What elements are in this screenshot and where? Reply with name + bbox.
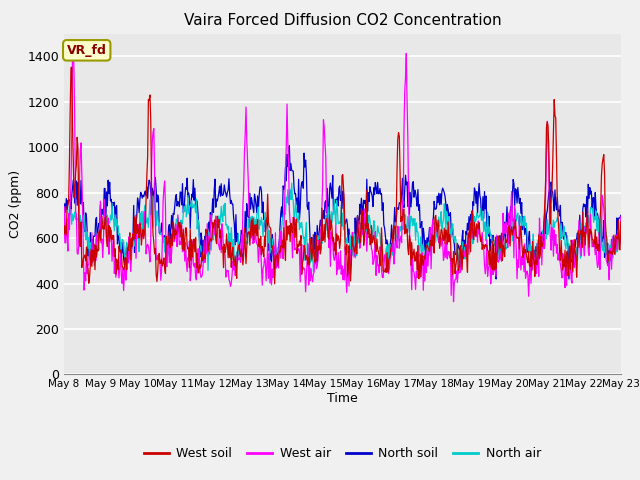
West soil xyxy=(412,257,419,263)
West air xyxy=(428,266,435,272)
West soil xyxy=(60,231,68,237)
Line: North soil: North soil xyxy=(64,146,621,279)
Line: West soil: West soil xyxy=(64,67,621,284)
North air xyxy=(428,226,436,232)
North air xyxy=(617,233,625,239)
Y-axis label: CO2 (ppm): CO2 (ppm) xyxy=(9,170,22,238)
North soil xyxy=(492,276,500,282)
Line: West air: West air xyxy=(64,45,621,302)
West air xyxy=(214,241,222,247)
Line: North air: North air xyxy=(64,183,621,272)
North air xyxy=(70,213,78,219)
West soil xyxy=(185,245,193,251)
North soil xyxy=(214,198,221,204)
North air xyxy=(310,269,317,275)
North air xyxy=(412,237,419,243)
Legend: West soil, West air, North soil, North air: West soil, West air, North soil, North a… xyxy=(139,442,546,465)
West soil xyxy=(214,225,222,230)
Title: Vaira Forced Diffusion CO2 Concentration: Vaira Forced Diffusion CO2 Concentration xyxy=(184,13,501,28)
West soil xyxy=(71,190,79,196)
North soil xyxy=(428,234,435,240)
North soil xyxy=(184,194,192,200)
West air xyxy=(71,129,79,134)
North air xyxy=(127,240,135,246)
West air xyxy=(185,258,193,264)
West air xyxy=(411,275,419,281)
West air xyxy=(60,240,68,245)
North soil xyxy=(70,191,78,196)
X-axis label: Time: Time xyxy=(327,392,358,405)
North air xyxy=(288,180,296,186)
West air xyxy=(617,214,625,220)
North air xyxy=(60,228,68,233)
West soil xyxy=(617,219,625,225)
West air xyxy=(128,236,136,241)
West soil xyxy=(428,231,436,237)
West soil xyxy=(271,281,278,287)
North soil xyxy=(411,187,419,193)
Text: VR_fd: VR_fd xyxy=(67,44,107,57)
North soil xyxy=(285,143,293,149)
North air xyxy=(214,220,221,226)
West air xyxy=(70,42,77,48)
West soil xyxy=(128,244,136,250)
North soil xyxy=(60,207,68,213)
West air xyxy=(450,299,458,305)
North soil xyxy=(617,213,625,218)
North air xyxy=(184,192,192,198)
North soil xyxy=(127,241,135,247)
West soil xyxy=(68,64,76,70)
